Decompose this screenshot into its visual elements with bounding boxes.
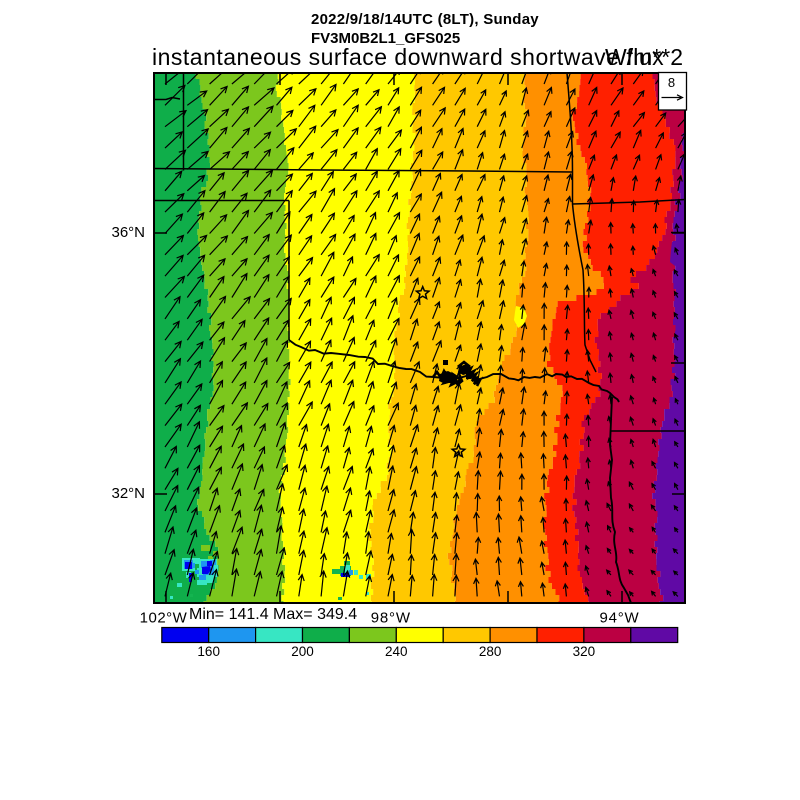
- svg-text:FV3M0B2L1_GFS025: FV3M0B2L1_GFS025: [311, 30, 460, 47]
- svg-text:32°N: 32°N: [111, 485, 145, 502]
- svg-text:98°W: 98°W: [371, 610, 411, 627]
- svg-text:36°N: 36°N: [111, 224, 145, 241]
- svg-text:W/m**2: W/m**2: [605, 44, 683, 70]
- svg-text:320: 320: [573, 644, 596, 659]
- svg-text:200: 200: [291, 644, 314, 659]
- svg-text:Min= 141.4 Max= 349.4: Min= 141.4 Max= 349.4: [189, 606, 357, 623]
- svg-text:240: 240: [385, 644, 408, 659]
- svg-text:instantaneous surface downward: instantaneous surface downward shortwave…: [152, 44, 664, 70]
- svg-text:280: 280: [479, 644, 502, 659]
- svg-text:8: 8: [668, 75, 675, 90]
- svg-text:102°W: 102°W: [140, 610, 188, 627]
- svg-text:2022/9/18/14UTC (8LT), Sunday: 2022/9/18/14UTC (8LT), Sunday: [311, 11, 539, 28]
- svg-text:160: 160: [197, 644, 220, 659]
- svg-text:94°W: 94°W: [599, 610, 639, 627]
